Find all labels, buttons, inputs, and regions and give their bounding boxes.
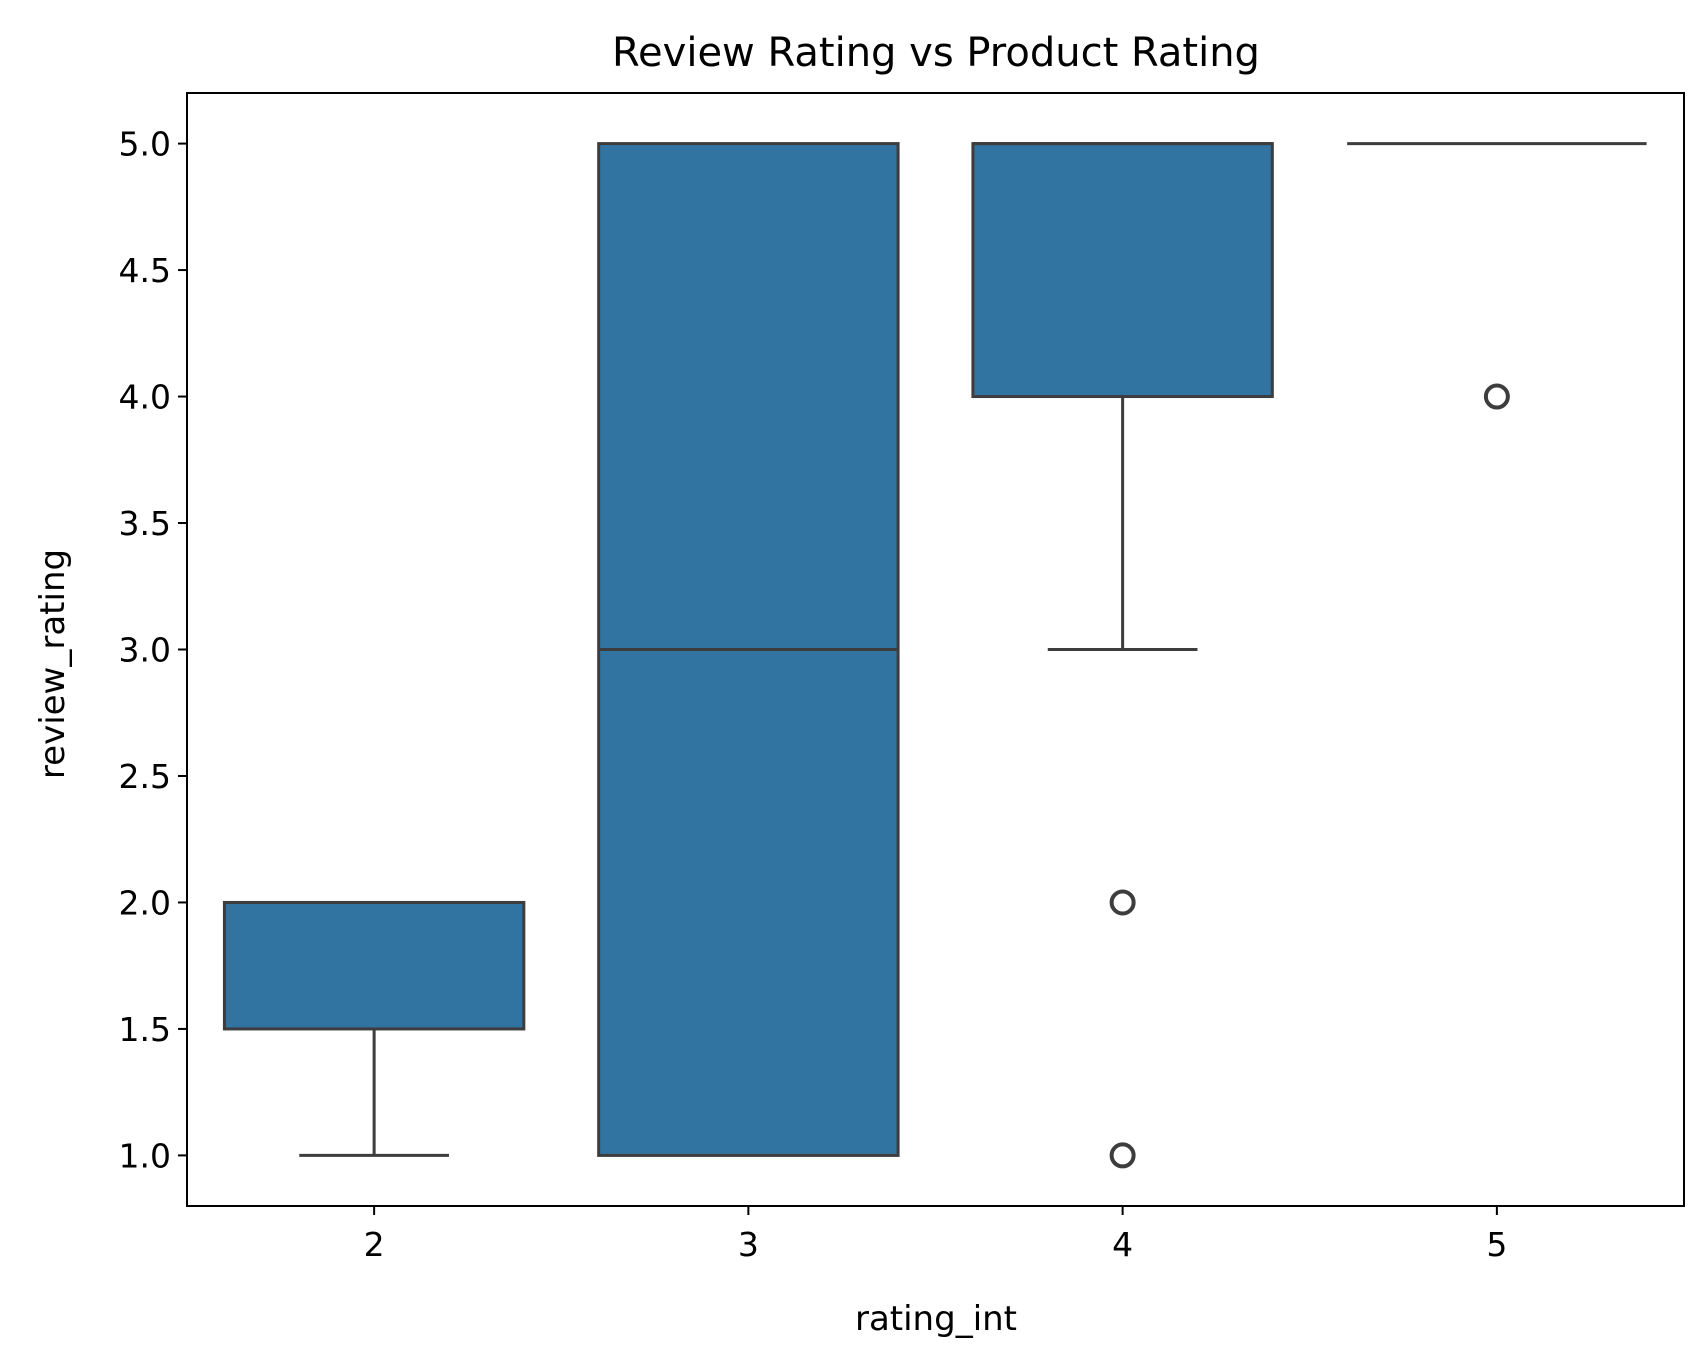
x-tick-label: 5 [1486, 1225, 1507, 1264]
y-tick-label: 1.5 [119, 1010, 171, 1049]
y-tick-label: 1.0 [119, 1136, 171, 1175]
y-tick-label: 4.0 [119, 378, 171, 417]
outlier-point [1109, 889, 1136, 916]
y-axis-label: review_rating [33, 549, 73, 779]
plot-area: 1.0 1.5 2.0 2.5 3.0 3.5 4.0 4.5 5.0 2 3 4 5 [119, 125, 1647, 1264]
chart-title: Review Rating vs Product Rating [612, 30, 1260, 76]
box-body [222, 900, 526, 1031]
x-tick-label: 3 [738, 1225, 759, 1264]
y-tick-label: 4.5 [119, 251, 171, 290]
y-tick-label: 2.0 [119, 883, 171, 922]
x-tick-label: 4 [1112, 1225, 1133, 1264]
y-tick-label: 3.0 [119, 631, 171, 670]
outlier-point [1109, 1142, 1136, 1169]
y-tick-label: 2.5 [119, 757, 171, 796]
y-tick-label: 3.5 [119, 504, 171, 543]
box-body [971, 142, 1274, 399]
x-tick-label: 2 [364, 1225, 385, 1264]
y-tick-label: 5.0 [119, 125, 171, 164]
x-axis-label: rating_int [855, 1299, 1017, 1339]
plot-frame [186, 92, 1685, 1207]
outlier-point [1483, 383, 1510, 410]
